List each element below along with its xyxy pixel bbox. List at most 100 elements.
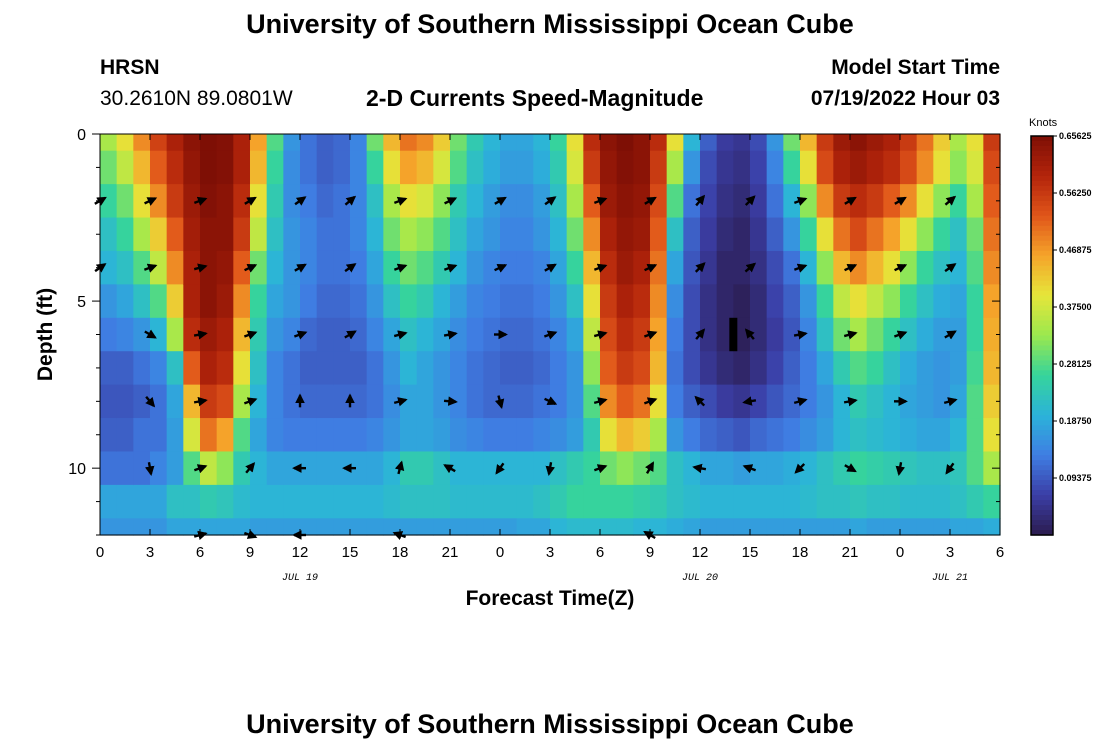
heat-cell <box>366 284 384 319</box>
heat-cell <box>633 351 651 386</box>
heat-cell <box>166 351 184 386</box>
heatmap-cells <box>100 134 1001 536</box>
current-arrow <box>744 195 756 206</box>
heat-cell <box>883 317 901 352</box>
heat-cell <box>566 484 584 519</box>
heat-cell <box>983 150 1001 185</box>
heat-cell <box>516 518 534 536</box>
colorbar-swatch <box>1031 225 1053 232</box>
heat-cell <box>866 451 884 486</box>
heat-cell <box>216 284 234 319</box>
colorbar-swatch <box>1031 440 1053 446</box>
colorbar-swatch <box>1031 350 1053 357</box>
heat-cell <box>250 384 268 419</box>
current-arrow <box>593 196 608 206</box>
heat-cell <box>433 134 451 152</box>
heat-cell <box>216 484 234 519</box>
heat-cell <box>566 451 584 486</box>
heat-cell <box>416 150 434 185</box>
heat-cell <box>383 250 401 285</box>
heat-cell <box>650 384 668 419</box>
heat-cell <box>500 134 518 152</box>
heat-cell <box>200 351 218 386</box>
current-arrow <box>344 330 357 340</box>
current-arrow <box>944 195 957 206</box>
heat-cell <box>500 518 518 536</box>
heat-cell <box>800 184 818 219</box>
heat-cell <box>783 134 801 152</box>
current-arrow <box>193 263 208 273</box>
heat-cell <box>883 217 901 252</box>
heat-cell <box>416 284 434 319</box>
heat-cell <box>166 384 184 419</box>
heat-cell <box>300 317 318 352</box>
heat-cell <box>383 384 401 419</box>
heat-cell <box>816 284 834 319</box>
heat-cell <box>766 217 784 252</box>
heat-cell <box>516 484 534 519</box>
colorbar-swatch <box>1031 280 1053 287</box>
heat-cell <box>616 284 634 319</box>
heat-cell <box>466 284 484 319</box>
heat-cell <box>400 284 418 319</box>
current-arrow <box>294 263 307 273</box>
heat-cell <box>650 317 668 352</box>
heat-cell <box>433 518 451 536</box>
heat-cell <box>816 484 834 519</box>
current-arrow <box>944 330 957 340</box>
heat-cell <box>116 317 134 352</box>
colorbar-tick-label: 0.09375 <box>1059 473 1092 483</box>
heat-cell <box>700 134 718 152</box>
heat-cell <box>266 150 284 185</box>
heat-cell <box>583 217 601 252</box>
heat-cell <box>516 250 534 285</box>
heat-cell <box>216 384 234 419</box>
heat-cell <box>850 217 868 252</box>
current-arrow <box>543 330 558 340</box>
heat-cell <box>450 518 468 536</box>
heat-cell <box>516 217 534 252</box>
heat-cell <box>716 184 734 219</box>
heat-cell <box>400 484 418 519</box>
heat-cell <box>233 484 251 519</box>
heat-cell <box>200 451 218 486</box>
heat-cell <box>900 150 918 185</box>
current-arrow <box>645 461 655 474</box>
heat-cell <box>350 518 368 536</box>
heat-cell <box>950 351 968 386</box>
heat-cell <box>600 250 618 285</box>
x-tick-label: 0 <box>496 544 504 561</box>
heat-cell <box>300 284 318 319</box>
heat-cell <box>116 518 134 536</box>
heat-cell <box>733 217 751 252</box>
current-arrow <box>193 464 208 474</box>
heat-cell <box>966 317 984 352</box>
heat-cell <box>700 317 718 352</box>
heat-cell <box>100 184 118 219</box>
heat-cell <box>850 284 868 319</box>
x-tick-label: 12 <box>292 544 309 561</box>
colorbar-swatch <box>1031 525 1053 531</box>
x-tick-label: 9 <box>246 544 254 561</box>
heat-cell <box>400 451 418 486</box>
page-title: University of Southern Mississippi Ocean… <box>246 9 854 39</box>
heat-cell <box>150 518 168 536</box>
heat-cell <box>400 217 418 252</box>
current-arrow <box>844 196 857 206</box>
heat-cell <box>383 184 401 219</box>
heat-cell <box>366 518 384 536</box>
heat-cell <box>966 184 984 219</box>
heat-cell <box>150 134 168 152</box>
heat-cell <box>916 351 934 386</box>
heat-cell <box>283 184 301 219</box>
colorbar-swatch <box>1031 485 1053 491</box>
heat-cell <box>366 418 384 453</box>
heat-cell <box>650 134 668 152</box>
colorbar-swatch <box>1031 270 1053 277</box>
heat-cell <box>800 150 818 185</box>
heat-cell <box>133 284 151 319</box>
heat-cell <box>216 418 234 453</box>
heat-cell <box>316 134 334 152</box>
heat-cell <box>333 184 351 219</box>
heat-cell <box>916 418 934 453</box>
